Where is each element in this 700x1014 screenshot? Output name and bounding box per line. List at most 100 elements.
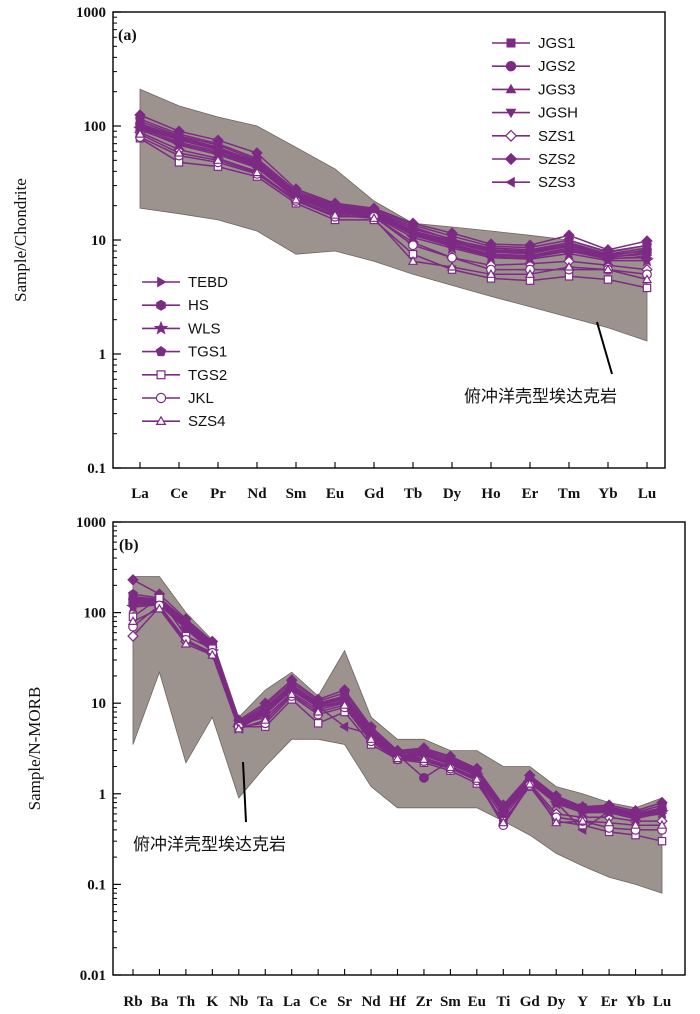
point-wls-tm bbox=[562, 246, 576, 260]
point-szs4-tm bbox=[563, 261, 575, 271]
panel-b-ytick-label: 100 bbox=[84, 606, 107, 622]
panel-b-ylabel: Sample/N-MORB bbox=[25, 687, 44, 811]
panel-b-xtick-label-y: Y bbox=[577, 994, 588, 1010]
point-szs4-yb bbox=[630, 819, 641, 829]
point-wls-ce bbox=[172, 137, 186, 151]
point-tgs1-la bbox=[134, 113, 146, 124]
legend-label-wls: WLS bbox=[188, 320, 221, 337]
point-szs3-sr bbox=[339, 721, 349, 732]
panel-a-xtick-label-er: Er bbox=[522, 486, 539, 502]
legend-marker-tebd bbox=[157, 276, 167, 288]
series-line-wls bbox=[139, 128, 647, 262]
point-wls-er bbox=[523, 251, 537, 265]
point-szs4-dy bbox=[551, 817, 562, 827]
point-tgs1-nd bbox=[251, 153, 263, 163]
panel-a-xtick-label-lu: Lu bbox=[638, 486, 656, 502]
legend-item-hs: HS bbox=[142, 297, 209, 314]
legend-marker-jgs3 bbox=[505, 83, 517, 94]
point-szs4-ho bbox=[485, 269, 497, 278]
point-wls-tb bbox=[406, 230, 420, 244]
legend-marker-hs bbox=[156, 299, 166, 311]
series-line-tgs1 bbox=[139, 118, 648, 254]
point-wls-yb bbox=[601, 253, 615, 267]
point-wls-dy bbox=[549, 796, 564, 810]
panel-a-field-annotation: 俯冲洋壳型埃达克岩 bbox=[464, 387, 617, 406]
point-szs4-k bbox=[207, 649, 218, 659]
point-tgs1-tb bbox=[407, 219, 419, 230]
point-szs4-lu bbox=[641, 274, 653, 284]
legend-label-jgsh: JGSH bbox=[538, 105, 578, 122]
series-line-jkl bbox=[139, 136, 648, 276]
point-tgs1-lu bbox=[641, 239, 653, 250]
point-szs4-sm bbox=[445, 762, 456, 772]
legend-marker-tgs1 bbox=[155, 346, 167, 357]
series-line-szs4 bbox=[139, 133, 648, 281]
panel-b-xtick-label-ba: Ba bbox=[151, 994, 169, 1010]
panel-b-xtick-label-ti: Ti bbox=[496, 994, 510, 1010]
legend-marker-jgsh bbox=[505, 108, 517, 119]
point-szs4-la bbox=[134, 128, 146, 138]
panel-a-ytick-label: 0.1 bbox=[87, 461, 106, 477]
panel-a-ytick-label: 1000 bbox=[76, 5, 106, 21]
point-szs4-gd bbox=[368, 213, 380, 222]
point-szs4-lu bbox=[656, 819, 668, 829]
series-line-hs bbox=[139, 124, 648, 256]
point-szs2-rb bbox=[127, 574, 139, 586]
point-szs4-y bbox=[577, 815, 588, 825]
point-wls-dy bbox=[445, 240, 459, 255]
legend-marker-jgs2 bbox=[505, 60, 517, 72]
point-szs4-la bbox=[286, 689, 297, 699]
point-tgs1-eu bbox=[471, 764, 482, 774]
legend-item-jgs1: JGS1 bbox=[492, 35, 576, 52]
panel-a-series-szs4 bbox=[134, 128, 653, 284]
series-line-jgsh bbox=[139, 129, 648, 260]
point-szs4-yb bbox=[602, 264, 614, 274]
point-tgs1-pr bbox=[212, 138, 224, 148]
point-szs4-er bbox=[603, 817, 615, 827]
legend-item-jkl: JKL bbox=[142, 390, 214, 407]
legend-label-jkl: JKL bbox=[188, 390, 214, 407]
panel-a-legend-2: TEBD HS WLS TGS1 TGS2 JKL SZS4 bbox=[142, 274, 228, 430]
panel-a-field-pointer bbox=[596, 321, 613, 375]
point-szs4-nb bbox=[233, 723, 244, 733]
legend-item-szs1: SZS1 bbox=[492, 128, 576, 145]
panel-a-xtick-label-la: La bbox=[131, 486, 149, 502]
legend-item-wls: WLS bbox=[142, 320, 221, 337]
point-tgs1-yb bbox=[630, 807, 641, 817]
panel-b-series-szs4 bbox=[127, 603, 668, 829]
point-tgs1-ce bbox=[313, 696, 324, 706]
point-wls-lu bbox=[655, 805, 669, 819]
legend-label-szs4: SZS4 bbox=[188, 413, 226, 430]
point-tgs1-er bbox=[524, 242, 536, 252]
panel-b-ytick-label: 1 bbox=[99, 787, 107, 803]
legend-marker-szs3 bbox=[505, 176, 515, 188]
point-szs4-ce bbox=[313, 706, 324, 716]
point-tgs1-sm bbox=[290, 185, 302, 196]
point-szs4-th bbox=[180, 638, 192, 648]
point-tgs1-ta bbox=[260, 699, 271, 710]
point-tgs1-zr bbox=[418, 744, 429, 754]
panel-b-nmorb-spider: 0.01 0.1 1 10 100 1000 Rb Ba Th K Nb Ta La Ce Sr Nd Hf Zr… bbox=[25, 515, 686, 1010]
panel-b-xtick-label-lu: Lu bbox=[653, 994, 671, 1010]
panel-a-series-tgs1 bbox=[134, 113, 653, 257]
point-szs4-ce bbox=[173, 147, 185, 157]
legend-marker-jgs1 bbox=[506, 38, 516, 48]
legend-item-tgs2: TGS2 bbox=[142, 367, 227, 384]
point-szs4-pr bbox=[212, 155, 224, 164]
panel-a-chondrite-ree: 0.1 1 10 100 1000 La Ce Pr Nd Sm Eu Gd Tb Dy Ho Er Tm Yb L… bbox=[11, 5, 666, 502]
point-szs4-sm bbox=[290, 194, 302, 204]
point-tgs1-la bbox=[286, 677, 297, 687]
legend-label-tgs2: TGS2 bbox=[188, 367, 227, 384]
point-tgs1-lu bbox=[656, 799, 668, 810]
legend-item-szs4: SZS4 bbox=[142, 413, 226, 430]
point-tgs1-y bbox=[577, 802, 588, 812]
panel-b-xtick-label-k: K bbox=[207, 994, 219, 1010]
point-szs4-zr bbox=[418, 754, 430, 764]
series-line-szs1 bbox=[139, 131, 648, 271]
legend-marker-wls bbox=[153, 320, 169, 335]
series-line-jgs3 bbox=[139, 126, 648, 259]
point-tgs1-sm bbox=[445, 752, 456, 763]
point-szs4-nd bbox=[365, 733, 377, 743]
legend-item-jgsh: JGSH bbox=[492, 105, 578, 122]
